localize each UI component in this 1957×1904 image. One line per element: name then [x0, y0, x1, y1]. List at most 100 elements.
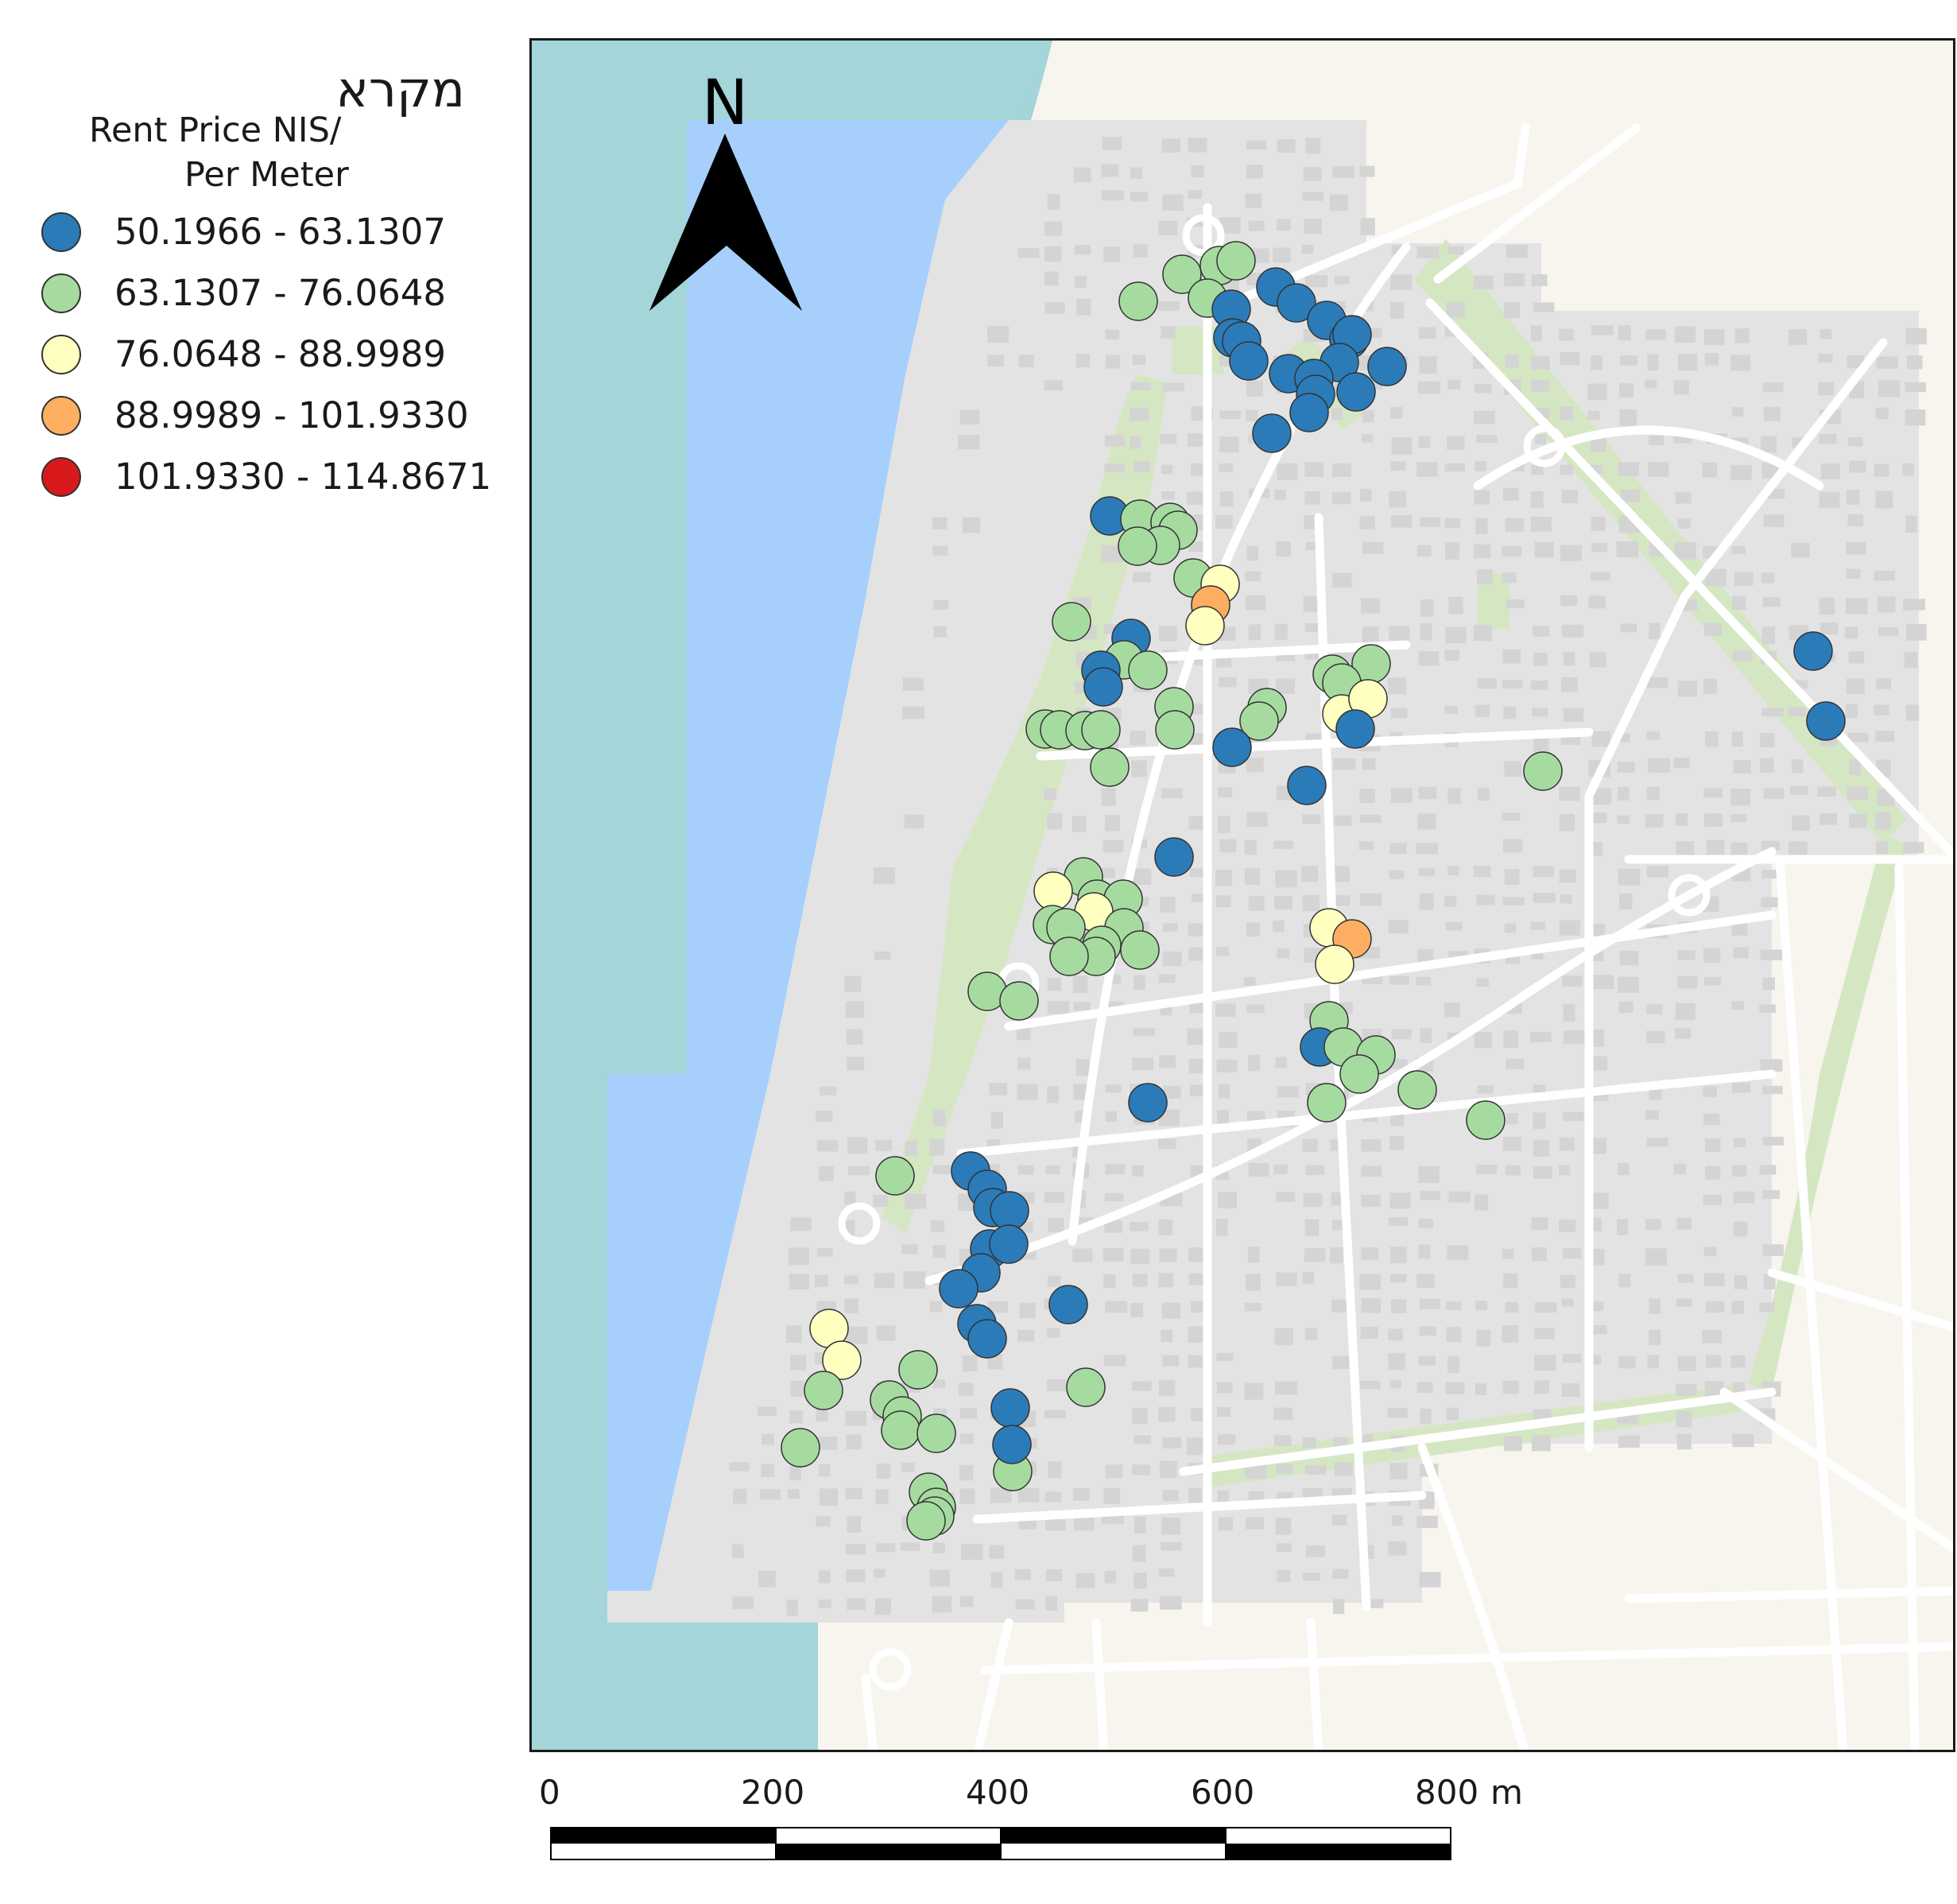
- building: [1444, 1002, 1460, 1018]
- rent-price-point[interactable]: [916, 1413, 956, 1453]
- rent-price-point[interactable]: [1793, 631, 1833, 671]
- rent-price-point[interactable]: [781, 1428, 820, 1468]
- building: [1132, 355, 1146, 365]
- rent-price-point[interactable]: [1335, 709, 1375, 749]
- rent-price-point[interactable]: [1154, 837, 1194, 877]
- legend-title: מקרא: [335, 60, 465, 118]
- rent-price-point[interactable]: [1033, 871, 1073, 911]
- rent-price-point[interactable]: [1277, 283, 1316, 323]
- map-canvas[interactable]: N: [532, 41, 1955, 1752]
- building: [790, 1380, 804, 1397]
- building: [1133, 572, 1151, 583]
- building: [845, 1410, 866, 1426]
- scale-unit: m: [1490, 1773, 1523, 1812]
- rent-price-point[interactable]: [967, 1319, 1007, 1359]
- rent-price-point[interactable]: [1052, 602, 1091, 642]
- rent-price-point[interactable]: [939, 1269, 978, 1309]
- rent-price-point[interactable]: [1523, 751, 1563, 791]
- building: [1877, 596, 1896, 613]
- rent-price-point[interactable]: [1162, 254, 1202, 294]
- building: [1531, 1217, 1548, 1230]
- building: [1617, 762, 1635, 773]
- building: [1619, 409, 1637, 427]
- building: [1130, 407, 1149, 421]
- rent-price-point[interactable]: [1339, 1054, 1379, 1094]
- rent-price-point[interactable]: [999, 981, 1039, 1021]
- rent-price-point[interactable]: [906, 1501, 946, 1541]
- building: [1703, 813, 1723, 828]
- rent-price-point[interactable]: [822, 1340, 862, 1380]
- building: [1762, 1244, 1784, 1257]
- rent-price-point[interactable]: [1120, 930, 1160, 970]
- rent-price-point[interactable]: [1081, 710, 1121, 750]
- building: [1444, 650, 1459, 661]
- building: [1506, 1058, 1525, 1069]
- building: [1277, 1570, 1291, 1582]
- building: [1134, 1572, 1147, 1589]
- building: [1103, 1274, 1116, 1289]
- building: [1416, 1515, 1438, 1529]
- rent-price-point[interactable]: [1066, 1367, 1106, 1407]
- rent-price-point[interactable]: [1239, 701, 1279, 741]
- building: [1360, 1326, 1378, 1340]
- rent-price-point[interactable]: [1289, 393, 1329, 432]
- rent-price-point[interactable]: [1287, 766, 1327, 805]
- rent-price-point[interactable]: [1128, 650, 1168, 690]
- rent-price-point[interactable]: [990, 1388, 1030, 1428]
- building: [959, 1408, 978, 1419]
- building: [1074, 245, 1091, 255]
- building: [732, 1596, 754, 1609]
- rent-price-point[interactable]: [1216, 241, 1256, 281]
- rent-price-point[interactable]: [804, 1371, 843, 1410]
- building: [932, 1596, 952, 1613]
- building: [1762, 1085, 1783, 1095]
- rent-price-point[interactable]: [1083, 667, 1123, 707]
- rent-price-point[interactable]: [1118, 526, 1157, 566]
- building: [1333, 1599, 1345, 1615]
- rent-price-point[interactable]: [1466, 1100, 1506, 1140]
- rent-price-point[interactable]: [898, 1350, 938, 1390]
- building: [1819, 812, 1838, 825]
- building: [1044, 271, 1059, 286]
- building: [1218, 787, 1233, 798]
- rent-price-point[interactable]: [881, 1410, 920, 1450]
- rent-price-point[interactable]: [1336, 372, 1376, 412]
- building: [1047, 812, 1063, 830]
- building: [759, 1489, 781, 1500]
- rent-price-point[interactable]: [1806, 701, 1846, 741]
- building: [1677, 518, 1692, 529]
- building: [1104, 1570, 1116, 1584]
- rent-price-point[interactable]: [1049, 936, 1089, 976]
- building: [1560, 406, 1574, 421]
- building: [1505, 355, 1519, 368]
- rent-price-point[interactable]: [1128, 1083, 1168, 1123]
- rent-price-point[interactable]: [989, 1224, 1029, 1264]
- rent-price-point[interactable]: [1090, 747, 1130, 787]
- rent-price-point[interactable]: [1229, 341, 1269, 381]
- rent-price-point[interactable]: [1212, 727, 1252, 767]
- rent-price-point[interactable]: [990, 1191, 1029, 1231]
- rent-price-point[interactable]: [992, 1425, 1032, 1464]
- map-frame[interactable]: N: [529, 38, 1955, 1752]
- rent-price-point[interactable]: [1367, 347, 1407, 386]
- building: [1302, 1437, 1316, 1448]
- rent-price-points[interactable]: [781, 241, 1846, 1541]
- building: [1188, 1487, 1202, 1503]
- rent-price-point[interactable]: [1155, 710, 1195, 750]
- rent-price-point[interactable]: [1315, 944, 1354, 984]
- building: [1703, 977, 1722, 986]
- building: [1273, 1164, 1288, 1174]
- building: [958, 1382, 974, 1397]
- rent-price-point[interactable]: [1397, 1070, 1437, 1110]
- building: [1277, 1086, 1300, 1098]
- building: [1561, 677, 1579, 692]
- rent-price-point[interactable]: [1048, 1285, 1088, 1324]
- building: [1560, 545, 1583, 561]
- rent-price-point[interactable]: [1252, 413, 1292, 453]
- rent-price-point[interactable]: [1307, 1083, 1347, 1123]
- rent-price-point[interactable]: [1185, 606, 1225, 646]
- rent-price-point[interactable]: [1118, 281, 1158, 321]
- rent-price-point[interactable]: [875, 1156, 915, 1196]
- building: [1619, 893, 1633, 909]
- building: [1420, 622, 1432, 641]
